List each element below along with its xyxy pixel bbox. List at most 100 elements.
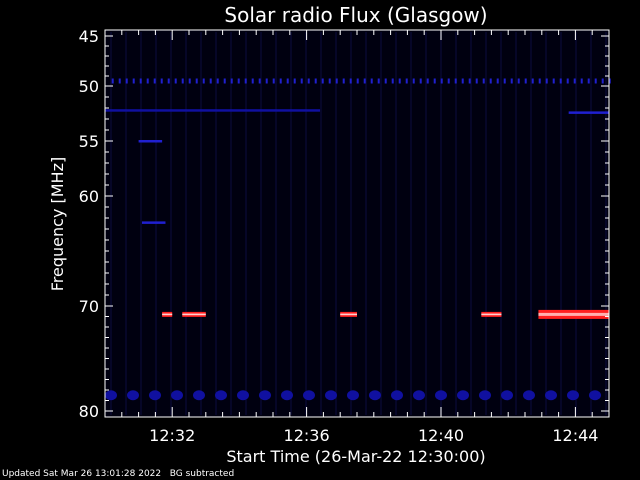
feature-dash xyxy=(398,78,401,84)
feature-dash xyxy=(314,78,317,84)
feature-dash xyxy=(167,78,170,84)
feature-dash xyxy=(545,78,548,84)
feature-blob xyxy=(457,390,469,401)
feature-blob xyxy=(369,390,381,401)
feature-dash xyxy=(363,78,366,84)
feature-blob xyxy=(303,390,315,401)
feature-dash xyxy=(601,78,604,84)
feature-dash xyxy=(566,78,569,84)
y-tick-label: 45 xyxy=(79,27,99,46)
feature-blob xyxy=(193,390,205,401)
feature-dash xyxy=(489,78,492,84)
feature-blob xyxy=(127,390,139,401)
feature-dash xyxy=(223,78,226,84)
feature-dash xyxy=(468,78,471,84)
bg-subtracted-note: BG subtracted xyxy=(169,469,235,479)
feature-dash xyxy=(237,78,240,84)
y-axis-label: Frequency [MHz] xyxy=(48,157,67,291)
feature-dash xyxy=(307,78,310,84)
feature-dash xyxy=(510,78,513,84)
feature-burst-core xyxy=(162,313,173,316)
feature-line xyxy=(141,221,166,224)
feature-dash xyxy=(384,78,387,84)
feature-blob xyxy=(171,390,183,401)
feature-dash xyxy=(335,78,338,84)
feature-dash xyxy=(139,78,142,84)
feature-dash xyxy=(251,78,254,84)
feature-blob xyxy=(413,390,425,401)
feature-blob xyxy=(347,390,359,401)
feature-blob xyxy=(325,390,337,401)
x-tick-label: 12:32 xyxy=(149,426,195,445)
feature-blob xyxy=(105,390,117,401)
feature-dash xyxy=(342,78,345,84)
feature-blob xyxy=(435,390,447,401)
feature-dash xyxy=(160,78,163,84)
feature-dash xyxy=(132,78,135,84)
feature-dash xyxy=(356,78,359,84)
feature-dash xyxy=(503,78,506,84)
feature-dash xyxy=(454,78,457,84)
feature-dash xyxy=(426,78,429,84)
feature-dash xyxy=(349,78,352,84)
x-tick-label: 12:40 xyxy=(418,426,464,445)
feature-dash xyxy=(580,78,583,84)
feature-line xyxy=(105,109,321,112)
feature-dash xyxy=(181,78,184,84)
y-tick-label: 60 xyxy=(79,187,99,206)
feature-dash xyxy=(174,78,177,84)
feature-dash xyxy=(475,78,478,84)
feature-blob xyxy=(545,390,557,401)
feature-dash xyxy=(559,78,562,84)
feature-dash xyxy=(216,78,219,84)
feature-band-core xyxy=(538,312,609,316)
feature-line xyxy=(568,111,609,114)
feature-dash xyxy=(300,78,303,84)
feature-dash xyxy=(188,78,191,84)
feature-dash xyxy=(538,78,541,84)
feature-dash xyxy=(293,78,296,84)
feature-blob xyxy=(215,390,227,401)
y-tick-label: 70 xyxy=(79,297,99,316)
feature-dash xyxy=(405,78,408,84)
feature-blob xyxy=(281,390,293,401)
feature-dash xyxy=(419,78,422,84)
feature-dash xyxy=(517,78,520,84)
x-axis-label: Start Time (26-Mar-22 12:30:00) xyxy=(226,447,485,466)
feature-dash xyxy=(286,78,289,84)
feature-dash xyxy=(482,78,485,84)
feature-dash xyxy=(440,78,443,84)
feature-dash xyxy=(279,78,282,84)
feature-dash xyxy=(272,78,275,84)
feature-dash xyxy=(146,78,149,84)
feature-blob xyxy=(567,390,579,401)
feature-dash xyxy=(461,78,464,84)
spectrogram-background xyxy=(105,30,609,417)
feature-dash xyxy=(573,78,576,84)
feature-blob xyxy=(149,390,161,401)
y-tick-label: 80 xyxy=(79,402,99,421)
feature-dash xyxy=(125,78,128,84)
feature-dash xyxy=(244,78,247,84)
feature-burst-core xyxy=(340,313,357,316)
feature-dash xyxy=(111,78,114,84)
feature-burst-core xyxy=(481,313,502,316)
feature-dash xyxy=(594,78,597,84)
feature-blob xyxy=(259,390,271,401)
feature-dash xyxy=(524,78,527,84)
feature-dash xyxy=(195,78,198,84)
feature-dash xyxy=(209,78,212,84)
x-tick-label: 12:44 xyxy=(552,426,598,445)
feature-burst-core xyxy=(182,313,206,316)
y-tick-label: 55 xyxy=(79,132,99,151)
footer: Updated Sat Mar 26 13:01:28 2022 BG subt… xyxy=(2,469,234,479)
feature-blob xyxy=(501,390,513,401)
feature-blob xyxy=(523,390,535,401)
updated-timestamp: Updated Sat Mar 26 13:01:28 2022 xyxy=(2,469,162,479)
feature-dash xyxy=(202,78,205,84)
x-tick-label: 12:36 xyxy=(284,426,330,445)
x-axis: 12:32 12:36 12:40 12:44 xyxy=(121,30,598,445)
feature-dash xyxy=(321,78,324,84)
chart-title: Solar radio Flux (Glasgow) xyxy=(224,3,487,27)
y-tick-label: 50 xyxy=(79,77,99,96)
